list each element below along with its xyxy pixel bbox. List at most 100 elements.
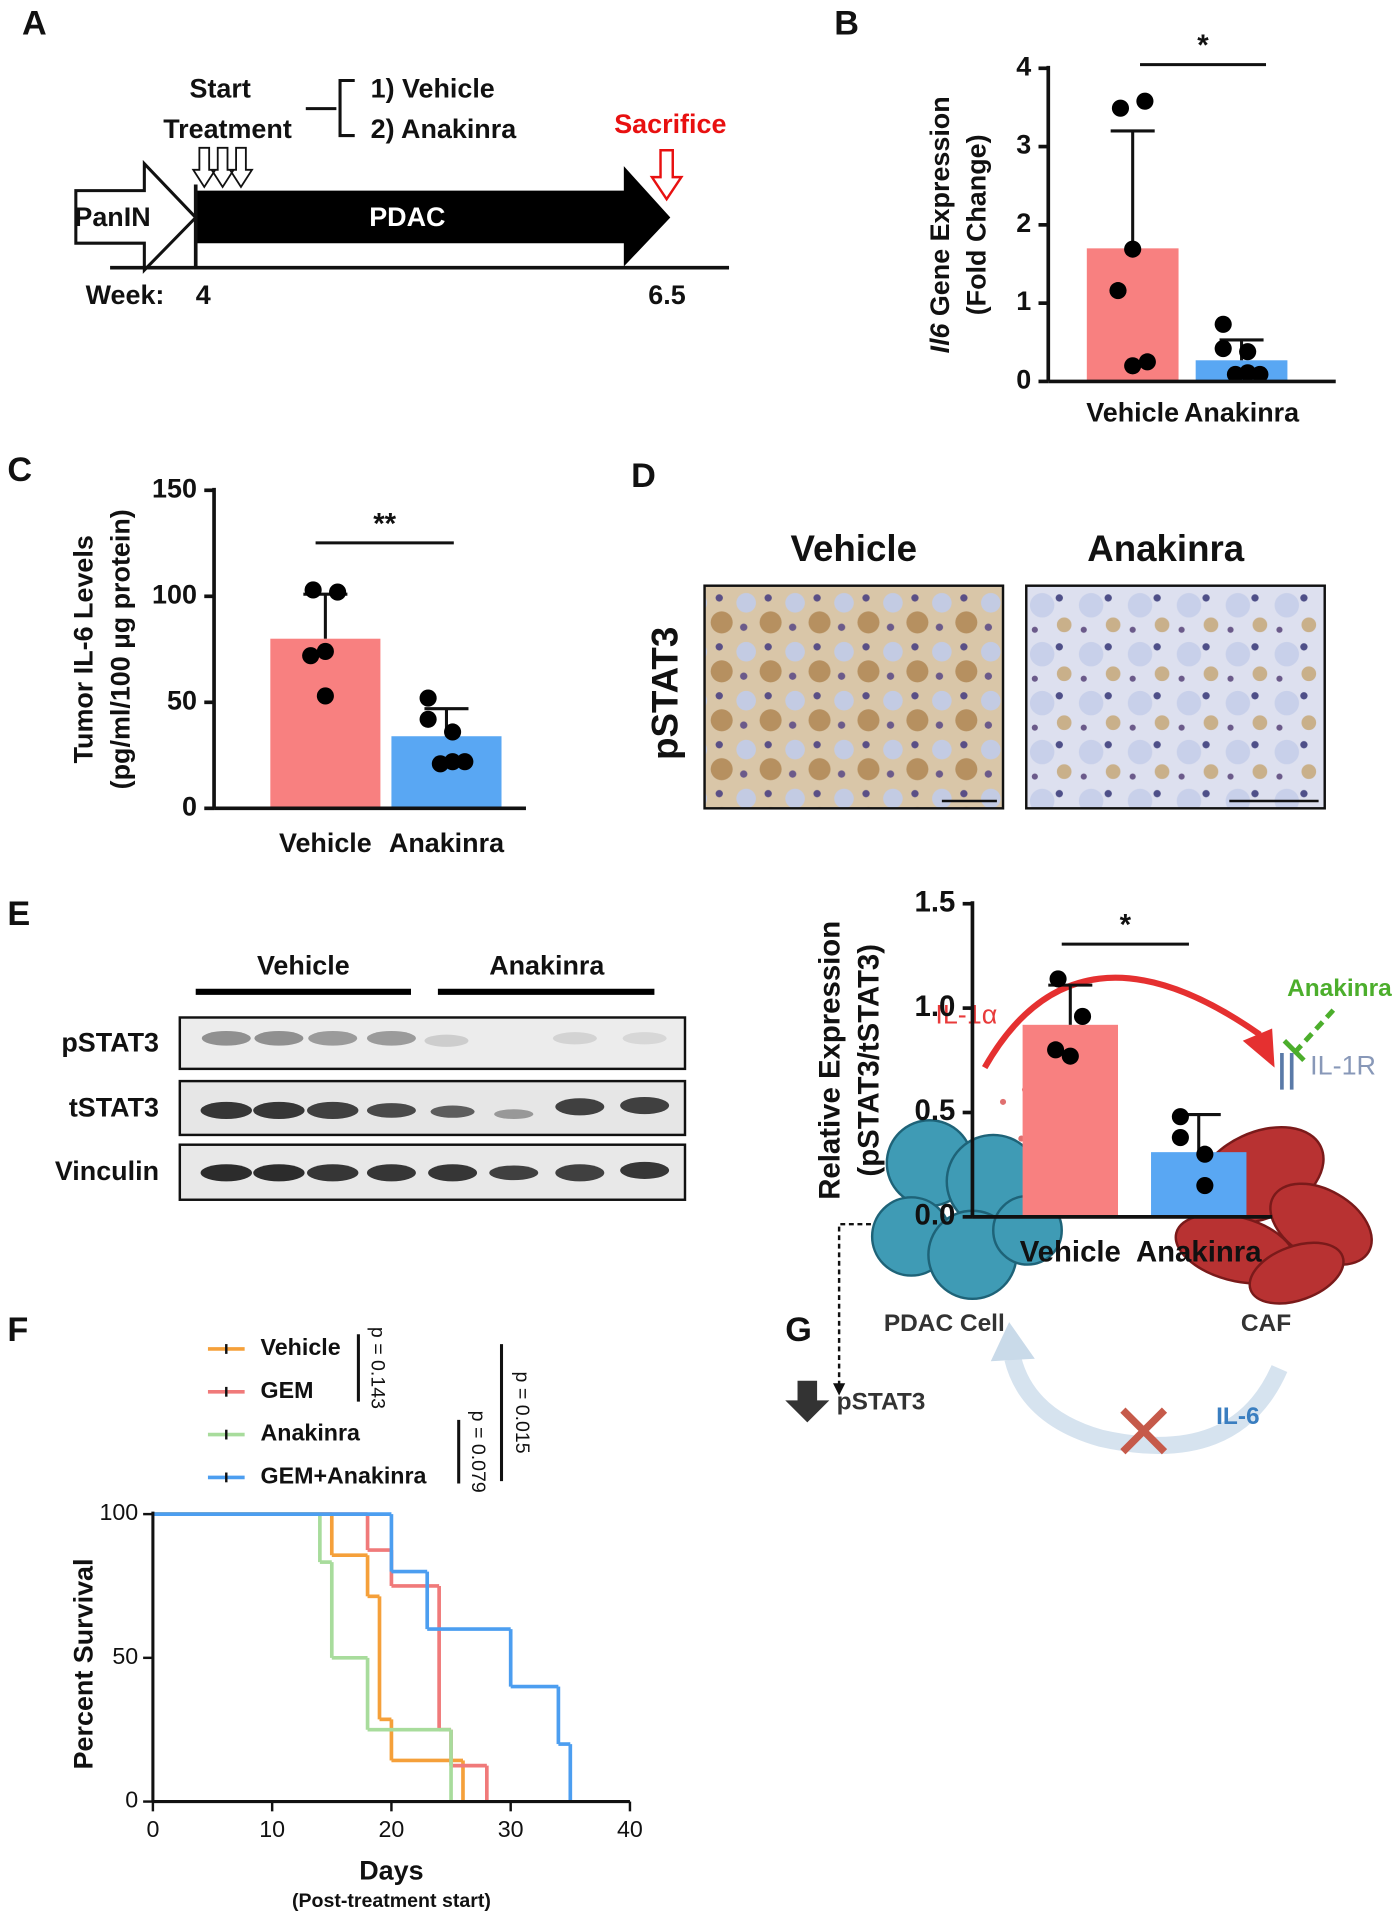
data-point bbox=[1049, 970, 1067, 988]
label: PDAC bbox=[369, 202, 445, 232]
row-label: pSTAT3 bbox=[645, 627, 686, 760]
micrograph bbox=[1025, 584, 1326, 810]
y-tick-label: 3 bbox=[1016, 130, 1031, 160]
y-axis-label-text: Gene Expression bbox=[925, 96, 955, 316]
x-tick-label: 0 bbox=[146, 1816, 159, 1842]
y-tick-label: 1.5 bbox=[915, 885, 956, 918]
panel-label: B bbox=[834, 5, 859, 43]
data-point bbox=[1136, 92, 1154, 110]
data-point bbox=[1171, 1128, 1189, 1147]
x-tick-label: 40 bbox=[617, 1816, 643, 1842]
bar bbox=[391, 736, 502, 809]
label: Start bbox=[190, 73, 251, 103]
label: 4 bbox=[196, 280, 211, 310]
x-tick-label: Vehicle bbox=[279, 828, 372, 858]
bar bbox=[270, 638, 381, 809]
data-point bbox=[1124, 240, 1142, 258]
label: CAF bbox=[1241, 1310, 1291, 1337]
y-tick-label: 0 bbox=[1016, 365, 1031, 395]
label: 6.5 bbox=[648, 280, 685, 310]
data-point bbox=[1214, 315, 1232, 333]
group-label: Vehicle bbox=[257, 950, 350, 980]
data-point bbox=[1138, 353, 1156, 371]
y-tick-label: 1.0 bbox=[915, 990, 956, 1023]
data-point bbox=[1124, 357, 1142, 375]
data-point bbox=[1226, 365, 1244, 383]
y-axis-label: Relative Expression bbox=[814, 921, 847, 1200]
y-axis-label: (pSTAT3/tSTAT3) bbox=[853, 944, 886, 1177]
x-tick-label: 10 bbox=[259, 1816, 285, 1842]
y-tick-label: 150 bbox=[152, 473, 197, 503]
data-point bbox=[419, 689, 437, 707]
row-label: tSTAT3 bbox=[69, 1092, 159, 1122]
y-axis-label: (Fold Change) bbox=[962, 134, 992, 315]
data-point bbox=[1073, 1007, 1092, 1026]
significance: ** bbox=[373, 508, 396, 541]
label: IL-1α bbox=[935, 999, 997, 1029]
label: IL-1R bbox=[1310, 1051, 1376, 1081]
data-point bbox=[1251, 365, 1269, 383]
label: Sacrifice bbox=[614, 109, 726, 139]
label: 1) Vehicle bbox=[371, 73, 495, 103]
y-tick-label: 1 bbox=[1016, 286, 1031, 316]
y-axis-label: (pg/ml/100 µg protein) bbox=[105, 509, 135, 789]
panel-label: C bbox=[7, 451, 32, 489]
p-value: p = 0.079 bbox=[467, 1411, 489, 1493]
panel-label: D bbox=[631, 457, 656, 495]
data-point bbox=[1214, 339, 1232, 358]
y-axis-label: Tumor IL-6 Levels bbox=[69, 535, 99, 763]
y-tick-label: 0.5 bbox=[915, 1094, 956, 1127]
data-point bbox=[302, 647, 320, 665]
x-tick-label: Vehicle bbox=[1020, 1235, 1121, 1268]
y-tick-label: 0 bbox=[182, 791, 197, 821]
column-label: Vehicle bbox=[791, 528, 917, 569]
x-axis-label: Days bbox=[359, 1856, 423, 1886]
data-point bbox=[419, 710, 437, 728]
legend-label: GEM bbox=[261, 1377, 314, 1403]
data-point bbox=[1109, 282, 1127, 300]
panel-label: E bbox=[7, 895, 30, 933]
label: PDAC Cell bbox=[884, 1310, 1005, 1337]
y-tick-label: 4 bbox=[1016, 51, 1031, 81]
x-tick-label: Vehicle bbox=[1086, 398, 1179, 428]
data-point bbox=[1047, 1041, 1065, 1059]
label: PanIN bbox=[74, 202, 150, 232]
row-label: pSTAT3 bbox=[61, 1028, 159, 1058]
data-point bbox=[316, 642, 334, 660]
y-tick-label: 50 bbox=[112, 1643, 138, 1669]
data-point bbox=[329, 583, 347, 601]
group-label: Anakinra bbox=[489, 950, 605, 980]
data-point bbox=[316, 687, 334, 705]
data-point bbox=[456, 753, 474, 771]
label: IL-6 bbox=[1216, 1403, 1259, 1430]
data-point bbox=[431, 755, 449, 773]
label: Week: bbox=[86, 280, 165, 310]
data-point bbox=[1061, 1047, 1079, 1065]
panel-label: A bbox=[22, 5, 47, 43]
y-tick-label: 100 bbox=[99, 1499, 138, 1525]
significance: * bbox=[1120, 909, 1132, 942]
legend-label: Vehicle bbox=[261, 1334, 341, 1360]
y-tick-label: 100 bbox=[152, 579, 197, 609]
data-point bbox=[1196, 1145, 1214, 1163]
label: Treatment bbox=[163, 114, 292, 144]
panel-label: F bbox=[7, 1311, 28, 1349]
label: Anakinra bbox=[1287, 975, 1392, 1002]
y-tick-label: 2 bbox=[1016, 208, 1031, 238]
x-axis-label: (Post-treatment start) bbox=[292, 1890, 491, 1912]
micrograph bbox=[703, 584, 1005, 810]
data-point bbox=[1171, 1108, 1189, 1126]
histology: Vehicle Anakinra pSTAT3 bbox=[645, 528, 1326, 810]
data-point bbox=[1239, 343, 1257, 361]
column-label: Anakinra bbox=[1087, 528, 1245, 569]
x-tick-label: 30 bbox=[498, 1816, 524, 1842]
legend-label: GEM+Anakinra bbox=[261, 1463, 428, 1489]
x-tick-label: Anakinra bbox=[389, 828, 505, 858]
data-point bbox=[1196, 1176, 1214, 1195]
p-value: p = 0.015 bbox=[511, 1372, 533, 1454]
western-blot: Vehicle Anakinra pSTAT3 tSTAT3 Vinculin bbox=[55, 950, 687, 1201]
y-tick-label: 50 bbox=[167, 685, 197, 715]
label: pSTAT3 bbox=[837, 1388, 926, 1415]
x-tick-label: 20 bbox=[379, 1816, 405, 1842]
